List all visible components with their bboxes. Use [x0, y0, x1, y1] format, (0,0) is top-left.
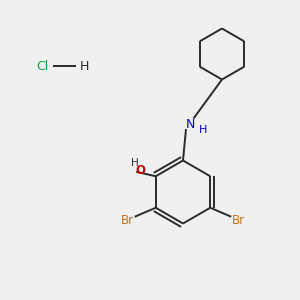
Text: H: H: [199, 125, 207, 135]
Text: Br: Br: [121, 214, 134, 227]
Text: Cl: Cl: [36, 59, 48, 73]
Text: N: N: [186, 118, 195, 131]
Text: H: H: [79, 59, 89, 73]
Text: H: H: [131, 158, 139, 168]
Text: O: O: [136, 164, 146, 177]
Text: Br: Br: [232, 214, 245, 227]
